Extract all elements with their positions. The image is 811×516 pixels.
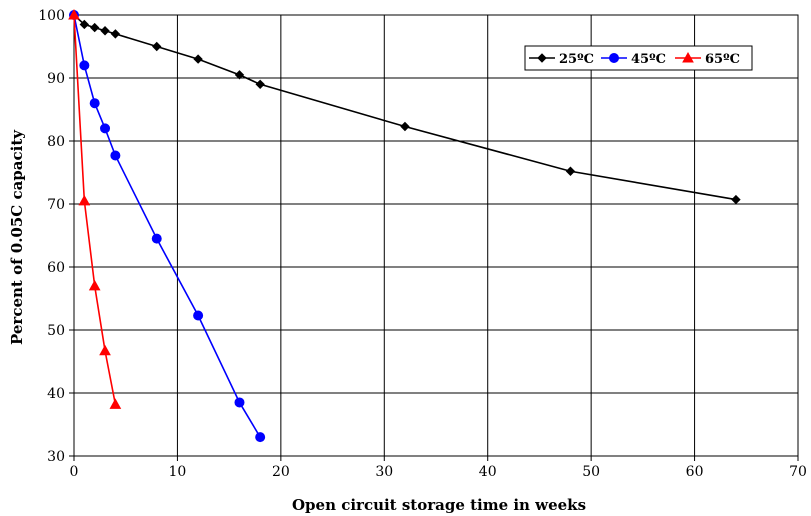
- series-layer: [68, 8, 741, 443]
- data-point: [731, 194, 741, 205]
- legend-label: 25ºC: [559, 52, 594, 67]
- y-tick-label: 80: [47, 134, 65, 150]
- legend-entry: 25ºC: [529, 52, 594, 67]
- data-point: [100, 26, 110, 36]
- data-point: [79, 19, 90, 30]
- series-1: [69, 10, 741, 205]
- data-point: [88, 279, 101, 291]
- data-point: [109, 398, 122, 409]
- legend-label: 45ºC: [631, 52, 666, 67]
- legend-marker: [537, 53, 547, 63]
- data-point: [99, 344, 111, 356]
- data-point: [565, 166, 576, 176]
- x-tick-label: 70: [789, 464, 807, 480]
- x-tick-label: 60: [686, 464, 704, 480]
- data-point: [400, 121, 410, 132]
- data-point: [193, 310, 204, 321]
- data-point: [89, 98, 100, 109]
- y-axis: 30 40 50 60 70 80 90 100: [38, 8, 74, 465]
- y-tick-label: 40: [47, 386, 65, 402]
- x-axis-title: Open circuit storage time in weeks: [292, 496, 586, 514]
- y-tick-label: 60: [47, 260, 65, 276]
- data-point: [89, 22, 100, 33]
- x-tick-label: 10: [169, 464, 187, 480]
- data-point: [255, 79, 265, 90]
- legend-box: [524, 45, 753, 71]
- y-axis-title: Percent of 0.05C capacity: [8, 129, 26, 345]
- x-tick-label: 20: [272, 464, 290, 480]
- data-point: [100, 123, 111, 134]
- data-point: [110, 29, 121, 39]
- y-tick-label: 100: [38, 8, 65, 24]
- data-point: [152, 41, 162, 52]
- y-tick-label: 50: [47, 323, 65, 339]
- x-tick-label: 50: [582, 464, 600, 480]
- x-tick-label: 0: [70, 464, 79, 480]
- data-point: [110, 150, 121, 161]
- series-line: [73, 14, 737, 201]
- legend-marker: [682, 51, 694, 63]
- y-tick-label: 70: [47, 197, 65, 213]
- x-tick-label: 40: [479, 464, 497, 480]
- legend-entry: 65ºC: [675, 51, 740, 67]
- plot-frame: [73, 14, 799, 457]
- series-3: [68, 8, 122, 409]
- data-point: [255, 432, 266, 443]
- legend-marker: [609, 53, 619, 63]
- y-tick-label: 30: [47, 449, 65, 465]
- data-point: [68, 8, 80, 20]
- data-point: [151, 233, 162, 244]
- legend-label: 65ºC: [705, 52, 740, 67]
- x-tick-label: 30: [375, 464, 393, 480]
- grid: [73, 14, 799, 457]
- y-tick-label: 90: [47, 71, 65, 87]
- data-point: [234, 397, 245, 408]
- series-line: [73, 14, 117, 405]
- legend-entry: 45ºC: [601, 52, 666, 67]
- data-point: [193, 54, 203, 64]
- data-point: [234, 70, 245, 80]
- data-point: [79, 60, 90, 71]
- x-axis: 0 10 20 30 40 50 60 70: [70, 456, 807, 480]
- legend: 25ºC 45ºC 65ºC: [524, 45, 753, 71]
- data-point: [78, 194, 91, 206]
